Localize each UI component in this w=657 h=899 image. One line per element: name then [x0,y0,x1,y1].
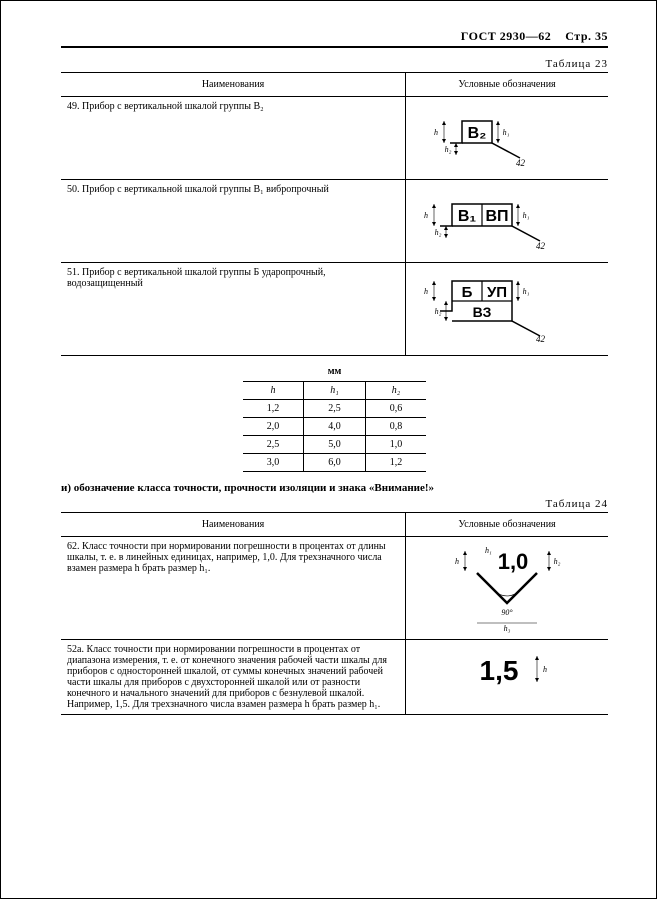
mm-table: hh₁h₂ 1,22,50,62,04,00,82,55,01,03,06,01… [243,381,427,472]
table-23: Наименования Условные обозначения 49. Пр… [61,72,608,356]
mm-cell: 4,0 [304,418,366,436]
t23-row-desc: 51. Прибор с вертикальной шкалой группы … [61,263,406,356]
svg-text:h₁: h₁ [523,287,530,296]
t23-row-desc: 49. Прибор с вертикальной шкалой группы … [61,97,406,180]
svg-text:В₂: В₂ [468,125,487,142]
svg-text:h: h [424,287,428,296]
svg-text:УП: УП [487,284,507,301]
table-24: Наименования Условные обозначения 62. Кл… [61,512,608,715]
svg-text:h: h [434,128,438,137]
svg-text:ВЗ: ВЗ [473,304,492,320]
page-number: Стр. 35 [565,29,608,43]
t23-row-symbol: В₂ 42 h h₂ h₁ [406,97,608,180]
svg-text:h₂: h₂ [445,145,452,154]
t24-row-symbol: 1,5 h [406,640,608,715]
t23-col2-header: Условные обозначения [406,73,608,97]
t24-row-symbol: 1,0 90° h₃ h h₂ h₁ [406,537,608,640]
svg-text:h₂: h₂ [435,307,442,316]
svg-text:90°: 90° [501,608,513,617]
svg-text:h₁: h₁ [503,128,510,137]
mm-cell: 0,6 [365,400,426,418]
svg-text:h: h [455,557,459,566]
mm-cell: 1,0 [365,436,426,454]
table24-label: Таблица 24 [61,498,608,510]
mm-cell: 0,8 [365,418,426,436]
t23-row-desc: 50. Прибор с вертикальной шкалой группы … [61,180,406,263]
svg-text:h₂: h₂ [435,228,442,237]
svg-text:h: h [543,665,547,674]
mm-cell: 1,2 [365,454,426,472]
svg-text:Б: Б [462,284,473,301]
mm-label: мм [61,366,608,377]
page: ГОСТ 2930—62 Стр. 35 Таблица 23 Наименов… [0,0,657,899]
mm-col-header: h [243,382,304,400]
svg-text:ВП: ВП [486,208,509,225]
mm-cell: 2,5 [243,436,304,454]
svg-text:1,0: 1,0 [498,549,529,574]
t24-row-desc: 52а. Класс точности при нормировании пог… [61,640,406,715]
mm-cell: 3,0 [243,454,304,472]
section-i-title: и) обозначение класса точности, прочност… [61,482,608,494]
page-header: ГОСТ 2930—62 Стр. 35 [61,29,608,46]
t23-row-symbol: Б УП ВЗ 42 h h₂ h₁ [406,263,608,356]
mm-cell: 2,0 [243,418,304,436]
mm-cell: 6,0 [304,454,366,472]
t23-col1-header: Наименования [61,73,406,97]
t24-col2-header: Условные обозначения [406,513,608,537]
svg-text:42: 42 [516,158,526,168]
svg-text:42: 42 [536,334,546,344]
mm-cell: 5,0 [304,436,366,454]
svg-text:42: 42 [536,241,546,251]
svg-text:h₃: h₃ [504,624,511,633]
mm-col-header: h₁ [304,382,366,400]
header-rule [61,46,608,48]
t24-col1-header: Наименования [61,513,406,537]
t23-row-symbol: В₁ ВП 42 h h₂ h₁ [406,180,608,263]
svg-text:h₁: h₁ [485,546,492,555]
mm-cell: 1,2 [243,400,304,418]
table23-label: Таблица 23 [61,58,608,70]
t24-row-desc: 62. Класс точности при нормировании погр… [61,537,406,640]
svg-text:h: h [424,211,428,220]
svg-text:h₂: h₂ [554,557,561,566]
mm-cell: 2,5 [304,400,366,418]
svg-text:1,5: 1,5 [480,655,519,686]
svg-text:В₁: В₁ [458,208,477,225]
svg-text:h₁: h₁ [523,211,530,220]
mm-col-header: h₂ [365,382,426,400]
gost-number: ГОСТ 2930—62 [461,29,552,43]
